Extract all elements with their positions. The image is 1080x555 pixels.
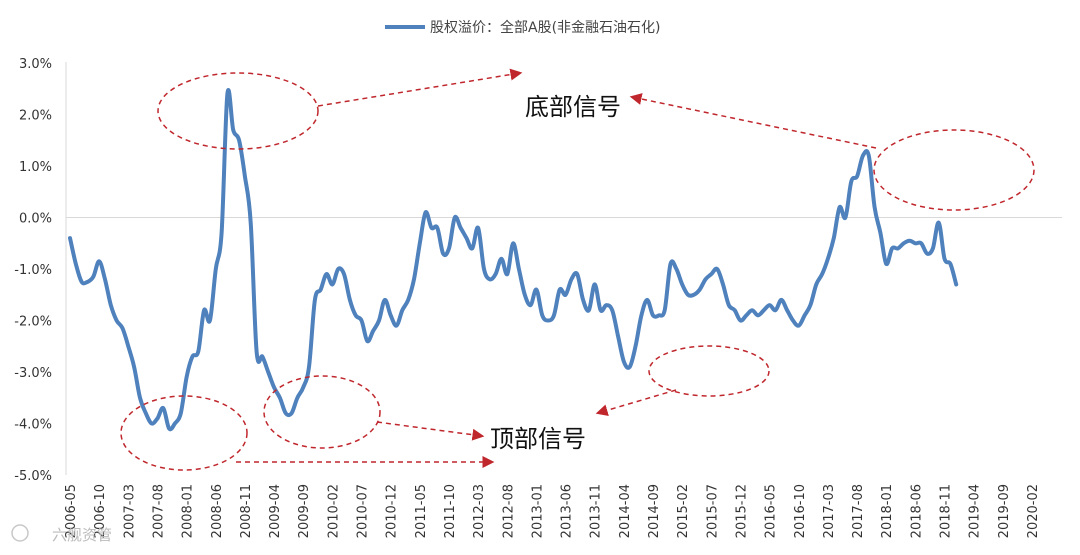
x-tick-label: 2012-08 [501,484,516,538]
x-tick-label: 2017-03 [822,484,837,538]
x-tick-label: 2010-02 [326,484,341,538]
watermark-logo-icon [11,524,29,542]
x-tick-label: 2015-07 [705,484,720,538]
series-line [68,88,959,432]
x-tick-label: 2013-01 [530,484,545,538]
x-tick-label: 2013-06 [560,484,575,538]
y-tick-label: -1.0% [14,263,52,278]
y-tick-label: 2.0% [19,109,52,124]
bottom-signal-label: 底部信号 [525,93,621,121]
annotations: 底部信号 顶部信号 [120,68,1035,471]
x-tick-label: 2015-12 [734,484,749,538]
top-signal-label: 顶部信号 [490,425,586,453]
x-tick-label: 2010-07 [356,484,371,538]
x-tick-label: 2018-06 [909,484,924,538]
y-tick-label: 3.0% [19,57,52,72]
highlight-ellipse-2008-peak [157,72,319,150]
highlight-ellipse-2009-trough [263,375,381,449]
x-tick-label: 2007-08 [151,484,166,538]
arrow-to-top-signal-a [376,421,485,441]
x-tick-label: 2018-11 [939,484,954,538]
x-tick-label: 2013-11 [589,484,604,538]
y-tick-label: -2.0% [14,315,52,330]
y-tick-label: 0.0% [19,212,52,227]
y-tick-label: -5.0% [14,469,52,484]
x-tick-label: 2019-09 [997,484,1012,538]
watermark-text: 六舰资管 [52,526,112,544]
x-tick-label: 2007-03 [122,484,137,538]
x-tick-label: 2011-10 [443,484,458,538]
x-tick-label: 2006-10 [93,484,108,538]
x-tick-label: 2009-09 [297,484,312,538]
x-tick-label: 2016-10 [793,484,808,538]
x-tick-label: 2015-02 [676,484,691,538]
x-tick-label: 2019-04 [968,484,983,538]
arrow-to-bottom-signal-right [629,93,877,149]
highlight-ellipse-2007-trough [120,395,248,471]
highlight-ellipse-2018-peak [873,129,1035,211]
x-tick-label: 2017-08 [851,484,866,538]
x-tick-label: 2014-04 [618,484,633,538]
y-tick-label: 1.0% [19,160,52,175]
x-tick-label: 2009-04 [268,484,283,538]
y-tick-label: -4.0% [14,418,52,433]
x-tick-label: 2020-02 [1026,484,1041,538]
watermark: 六舰资管 [11,524,112,544]
arrow-to-bottom-signal-left [317,68,523,107]
x-tick-label: 2010-12 [385,484,400,538]
y-tick-label: -3.0% [14,366,52,381]
x-tick-label: 2011-05 [414,484,429,538]
legend: 股权溢价：全部A股(非金融石油石化) [385,19,661,36]
x-tick-label: 2008-11 [239,484,254,538]
y-axis-ticks: 3.0% 2.0% 1.0% 0.0% -1.0% -2.0% -3.0% -4.0% -5.0… [14,57,52,484]
x-tick-label: 2006-05 [64,484,79,538]
arrow-to-top-signal-c [595,389,677,417]
x-tick-label: 2012-03 [472,484,487,538]
x-tick-label: 2018-01 [880,484,895,538]
highlight-ellipse-2014-trough [648,345,770,397]
x-tick-label: 2008-01 [181,484,196,538]
x-tick-label: 2008-06 [210,484,225,538]
legend-label: 股权溢价：全部A股(非金融石油石化) [430,19,661,36]
x-axis-ticks: 2006-05 2006-10 2007-03 2007-08 2008-01 2008-… [64,484,1041,538]
x-tick-label: 2016-05 [764,484,779,538]
x-tick-label: 2014-09 [647,484,662,538]
